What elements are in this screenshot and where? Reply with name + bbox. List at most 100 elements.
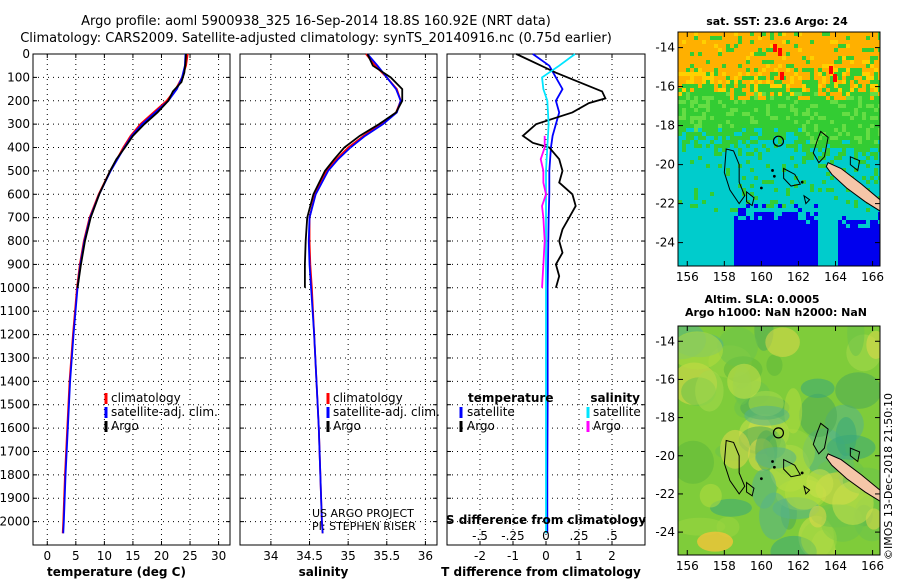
sst-cell xyxy=(806,76,810,80)
sst-cell xyxy=(738,236,742,240)
sst-cell xyxy=(710,220,714,224)
sst-cell xyxy=(850,160,854,164)
sst-cell xyxy=(726,124,730,128)
sst-cell xyxy=(846,140,850,144)
sst-cell xyxy=(718,244,722,248)
sst-cell xyxy=(782,128,786,132)
sst-cell xyxy=(806,116,810,120)
sst-cell xyxy=(830,264,834,266)
sst-cell xyxy=(806,256,810,260)
sst-cell xyxy=(718,164,722,168)
sst-cell xyxy=(754,36,758,40)
sst-cell xyxy=(814,52,818,56)
sst-cell xyxy=(782,144,786,148)
sst-cell xyxy=(790,148,794,152)
sst-cell xyxy=(866,208,870,212)
sst-cell xyxy=(754,172,758,176)
sst-cell xyxy=(866,100,870,104)
sst-cell xyxy=(710,180,714,184)
sst-cell xyxy=(814,100,818,104)
sst-cell xyxy=(830,208,834,212)
sst-cell xyxy=(690,140,694,144)
sst-cell xyxy=(846,168,850,172)
sst-cell xyxy=(782,88,786,92)
sst-cell xyxy=(878,100,880,104)
sst-cell xyxy=(822,180,826,184)
sst-cell xyxy=(738,204,742,208)
sla-blob xyxy=(716,516,740,538)
sst-cell xyxy=(834,236,838,240)
sst-cell xyxy=(742,56,746,60)
sst-cell xyxy=(798,100,802,104)
sst-cell xyxy=(770,264,774,266)
sst-cell xyxy=(726,196,730,200)
sst-cell xyxy=(870,264,874,266)
sst-cell xyxy=(854,128,858,132)
sst-cell xyxy=(722,56,726,60)
sst-cell xyxy=(766,204,770,208)
sst-cell xyxy=(846,136,850,140)
sst-cell xyxy=(802,240,806,244)
sst-cell xyxy=(826,40,830,44)
sst-cell xyxy=(818,76,822,80)
sst-cell xyxy=(678,96,682,100)
sst-cell xyxy=(874,216,878,220)
sst-cell xyxy=(758,220,762,224)
sst-cell xyxy=(838,256,842,260)
sst-cell xyxy=(710,92,714,96)
sst-cell xyxy=(746,32,750,36)
sst-cell xyxy=(718,228,722,232)
sst-cell xyxy=(682,236,686,240)
sst-cell xyxy=(718,72,722,76)
sst-cell xyxy=(726,100,730,104)
sst-cell xyxy=(846,64,850,68)
sst-cell xyxy=(750,208,754,212)
sst-cell xyxy=(718,108,722,112)
sst-cell xyxy=(782,104,786,108)
sst-cell xyxy=(718,196,722,200)
sst-cell xyxy=(806,92,810,96)
sst-cell xyxy=(698,224,702,228)
sst-cell xyxy=(758,112,762,116)
sst-cell xyxy=(874,168,878,172)
sst-cell xyxy=(758,48,762,52)
sst-cell xyxy=(806,40,810,44)
sst-cell xyxy=(774,128,778,132)
sst-cell xyxy=(842,192,846,196)
sst-cell xyxy=(786,84,790,88)
sst-cell xyxy=(782,256,786,260)
sst-cell xyxy=(702,248,706,252)
sst-cell xyxy=(838,96,842,100)
sst-cell xyxy=(830,36,834,40)
sst-cell xyxy=(814,164,818,168)
sst-cell xyxy=(710,60,714,64)
sst-cell xyxy=(806,136,810,140)
sst-cell xyxy=(706,100,710,104)
sst-cell xyxy=(810,128,814,132)
sst-cell xyxy=(802,172,806,176)
sst-cell xyxy=(750,140,754,144)
sst-cell xyxy=(802,96,806,100)
sst-cell xyxy=(694,132,698,136)
sst-cell xyxy=(750,232,754,236)
sst-cell xyxy=(858,212,862,216)
sst-cell xyxy=(734,228,738,232)
sst-cell xyxy=(830,32,834,36)
sst-cell xyxy=(754,80,758,84)
sst-cell xyxy=(810,220,814,224)
sst-cell xyxy=(742,260,746,264)
sst-cell xyxy=(790,112,794,116)
y-tick-label: 1600 xyxy=(0,421,30,435)
sst-cell xyxy=(678,200,682,204)
sst-cell xyxy=(854,140,858,144)
sst-cell xyxy=(750,200,754,204)
sst-cell xyxy=(694,244,698,248)
sst-cell xyxy=(834,112,838,116)
sst-cell xyxy=(746,140,750,144)
sst-cell xyxy=(766,140,770,144)
sst-cell xyxy=(686,120,690,124)
sst-cell xyxy=(774,160,778,164)
sst-cell xyxy=(710,196,714,200)
sst-cell xyxy=(854,260,858,264)
sst-cell xyxy=(694,196,698,200)
